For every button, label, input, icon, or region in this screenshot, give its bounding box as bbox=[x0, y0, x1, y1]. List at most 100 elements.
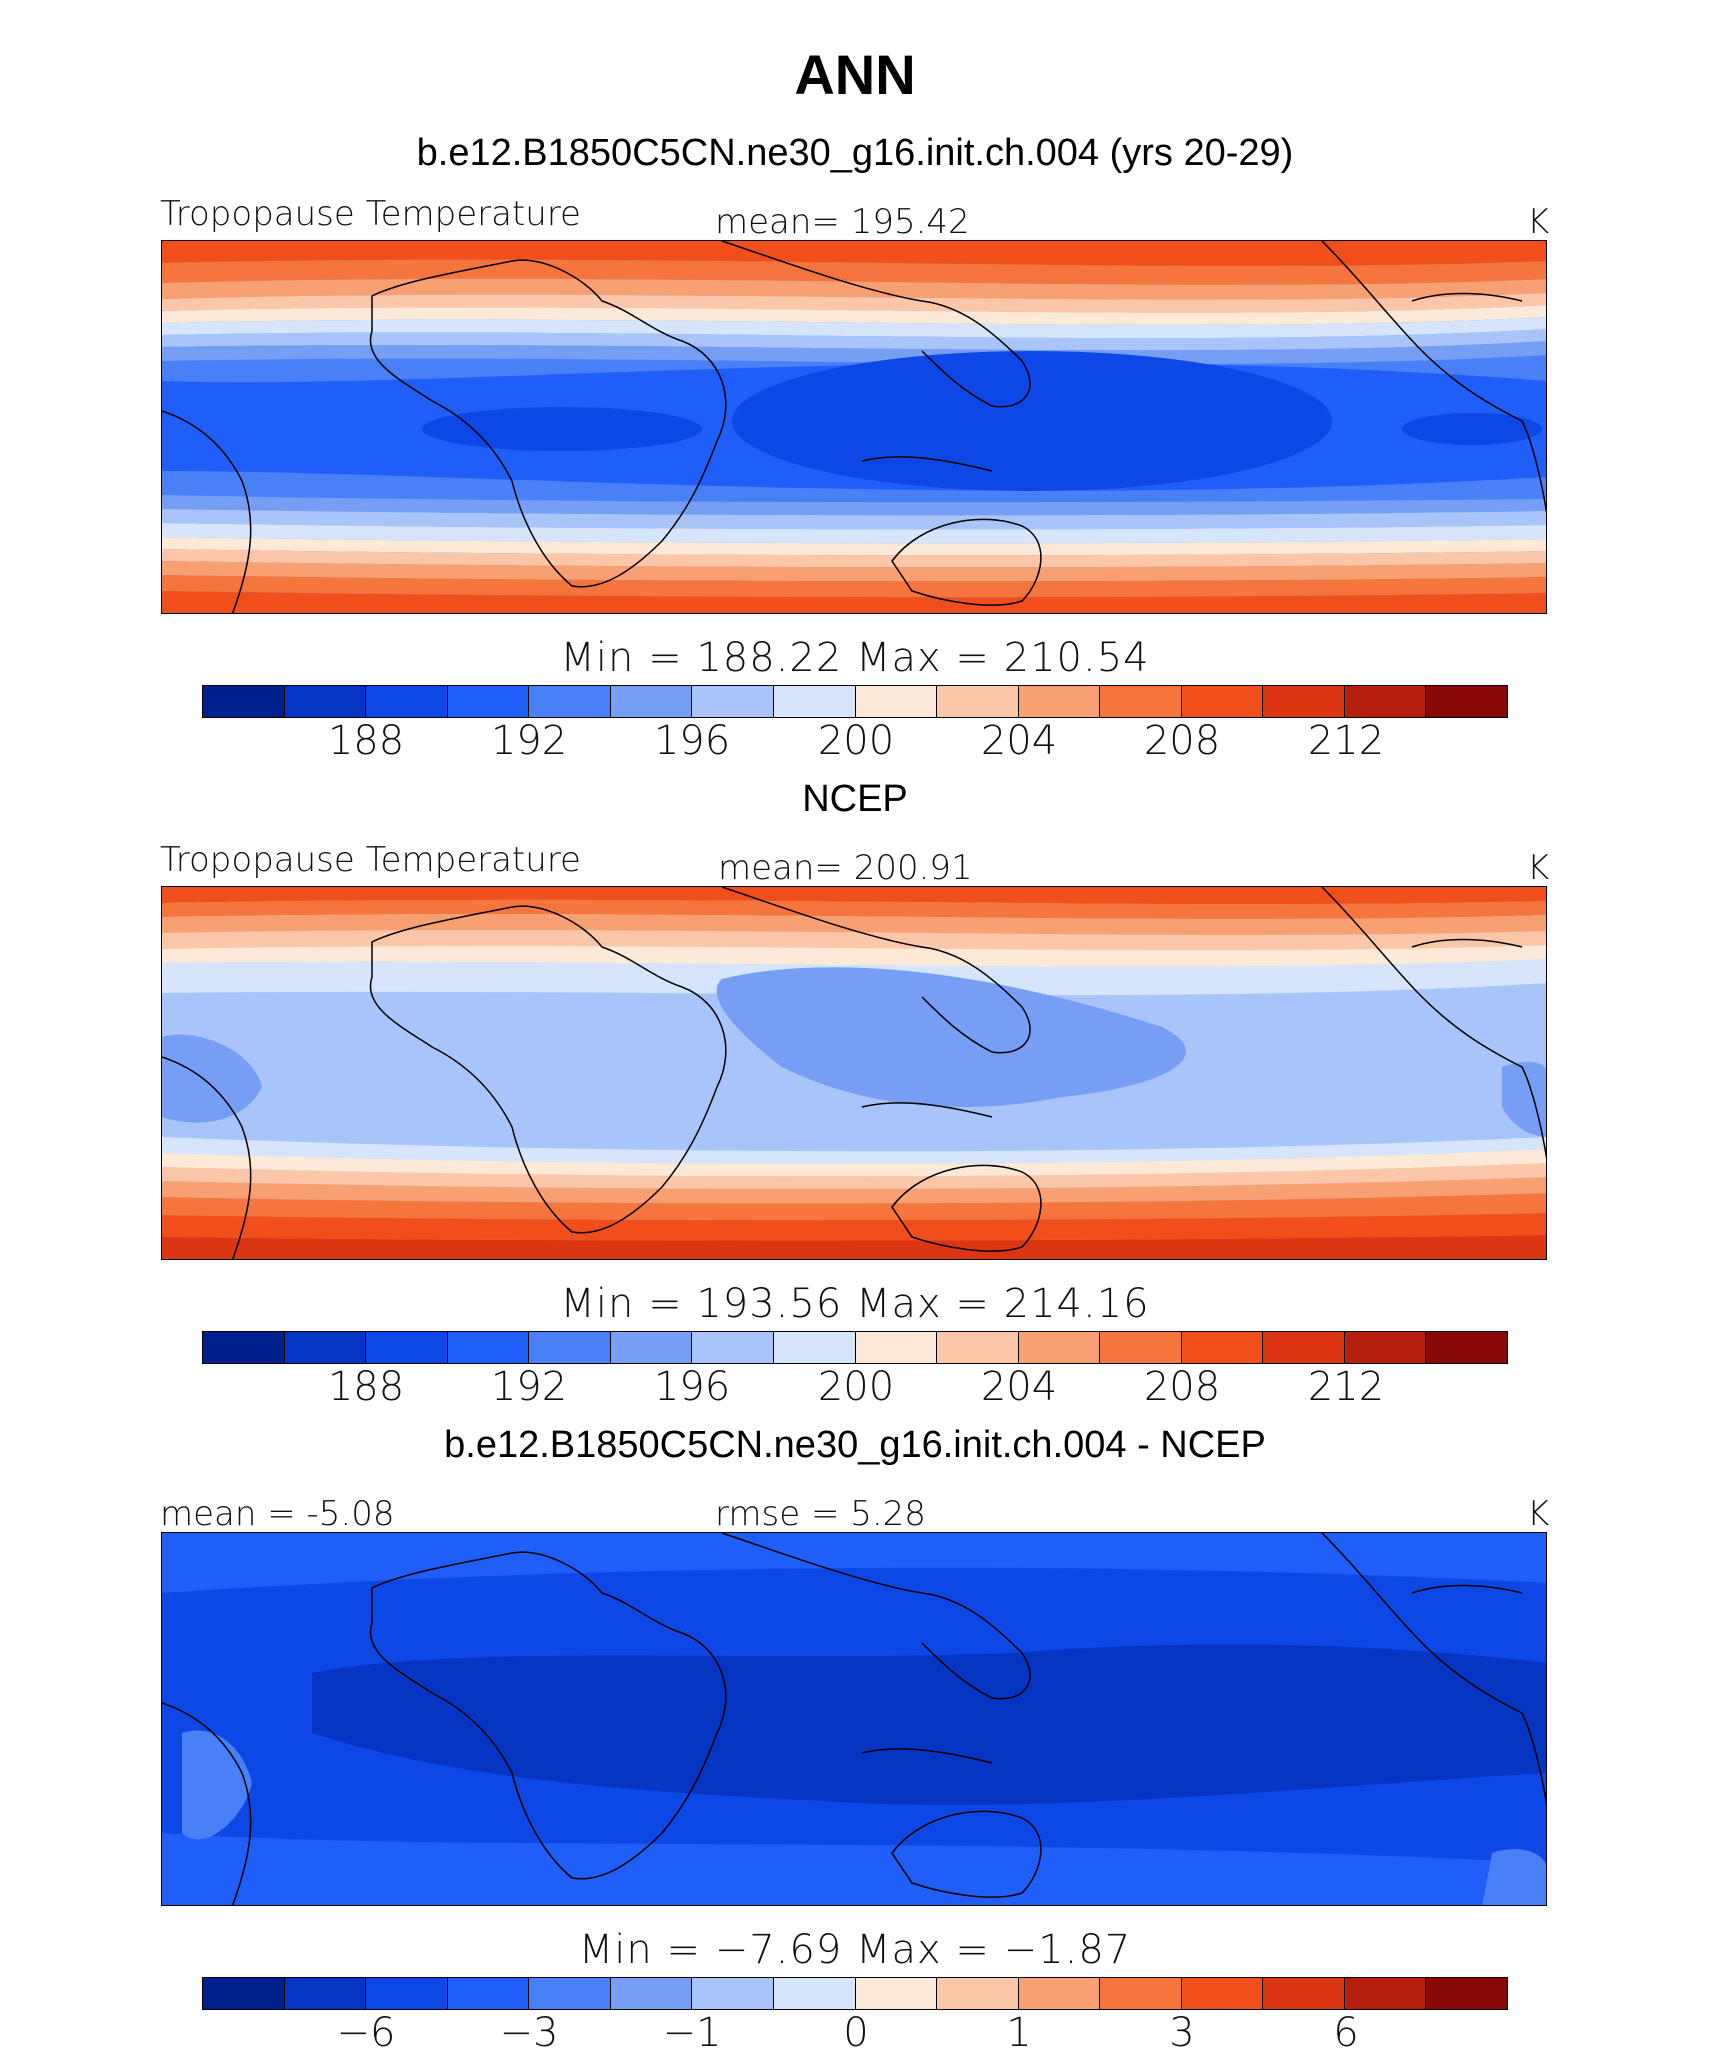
panel-2-map bbox=[161, 886, 1547, 1260]
panel-1-cold-pacific bbox=[732, 351, 1332, 491]
colorbar-swatch bbox=[1263, 1978, 1345, 2009]
colorbar-swatch bbox=[1181, 1332, 1264, 1363]
colorbar-swatch bbox=[692, 1332, 774, 1363]
colorbar-swatch bbox=[284, 1978, 367, 2009]
colorbar-swatch bbox=[773, 1978, 856, 2009]
panel-1-mean-label: mean= 195.42 bbox=[715, 202, 970, 242]
colorbar-swatch bbox=[284, 686, 367, 717]
panel-3-band-deep bbox=[312, 1644, 1546, 1806]
panel-1-band-north-1 bbox=[162, 241, 1546, 266]
colorbar-swatch bbox=[1100, 1978, 1182, 2009]
colorbar-swatch bbox=[1100, 686, 1182, 717]
panel-1-tick-label: 204 bbox=[980, 718, 1058, 764]
figure-title: ANN bbox=[794, 43, 916, 106]
colorbar-swatch bbox=[855, 1978, 938, 2009]
panel-2-colorbar bbox=[202, 1331, 1508, 1364]
panel-2-tick-label: 208 bbox=[1143, 1364, 1221, 1410]
panel-1-band-north-5 bbox=[162, 305, 1546, 325]
panel-3-coastlines bbox=[162, 1533, 1546, 1905]
colorbar-swatch bbox=[1426, 1978, 1507, 2009]
colorbar-swatch bbox=[773, 1332, 856, 1363]
panel-1-minmax: Min = 188.22 Max = 210.54 bbox=[560, 635, 1150, 681]
panel-3-tick-label: 1 bbox=[1006, 2010, 1032, 2056]
colorbar-swatch bbox=[937, 1978, 1019, 2009]
colorbar-swatch bbox=[1181, 1978, 1264, 2009]
colorbar-swatch bbox=[1018, 686, 1101, 717]
panel-3-title: b.e12.B1850C5CN.ne30_g16.init.ch.004 - N… bbox=[444, 1424, 1266, 1466]
colorbar-swatch bbox=[773, 686, 856, 717]
colorbar-swatch bbox=[1426, 686, 1507, 717]
panel-3-tick-label: −6 bbox=[336, 2010, 396, 2056]
panel-1-map bbox=[161, 240, 1547, 614]
panel-3-tick-label: 3 bbox=[1169, 2010, 1195, 2056]
colorbar-swatch bbox=[1018, 1332, 1101, 1363]
panel-1-band-north-4 bbox=[162, 293, 1546, 313]
colorbar-swatch bbox=[1344, 1332, 1427, 1363]
colorbar-swatch bbox=[610, 1332, 693, 1363]
panel-1-band-north-2 bbox=[162, 259, 1546, 285]
colorbar-swatch bbox=[610, 1978, 693, 2009]
colorbar-swatch bbox=[203, 1332, 285, 1363]
panel-1-title: b.e12.B1850C5CN.ne30_g16.init.ch.004 (yr… bbox=[416, 132, 1294, 174]
panel-3-colorbar bbox=[202, 1977, 1508, 2010]
panel-1-variable-label: Tropopause Temperature bbox=[160, 194, 581, 234]
panel-1-unit-label: K bbox=[1527, 202, 1550, 242]
panel-3-tick-label: −1 bbox=[662, 2010, 722, 2056]
panel-2-tick-label: 188 bbox=[327, 1364, 405, 1410]
colorbar-swatch bbox=[447, 686, 530, 717]
panel-3-tick-label: −3 bbox=[499, 2010, 559, 2056]
colorbar-swatch bbox=[610, 686, 693, 717]
colorbar-swatch bbox=[1181, 686, 1264, 717]
panel-2-variable-label: Tropopause Temperature bbox=[160, 840, 581, 880]
colorbar-swatch bbox=[855, 686, 938, 717]
colorbar-swatch bbox=[1344, 686, 1427, 717]
panel-1-cold-east bbox=[1402, 413, 1542, 445]
colorbar-swatch bbox=[529, 1978, 611, 2009]
colorbar-swatch bbox=[366, 1978, 448, 2009]
panel-2-tick-label: 212 bbox=[1307, 1364, 1385, 1410]
panel-2-unit-label: K bbox=[1527, 848, 1550, 888]
colorbar-swatch bbox=[855, 1332, 938, 1363]
panel-3-tick-label: 6 bbox=[1333, 2010, 1359, 2056]
panel-1-coastlines bbox=[162, 241, 1546, 613]
panel-1-cold-africa bbox=[422, 407, 702, 451]
colorbar-swatch bbox=[1263, 1332, 1345, 1363]
panel-2-tick-label: 200 bbox=[817, 1364, 895, 1410]
panel-1-tick-label: 192 bbox=[490, 718, 568, 764]
colorbar-swatch bbox=[1426, 1332, 1507, 1363]
panel-1-band-north-8 bbox=[162, 341, 1546, 365]
panel-2-cold-pacific bbox=[716, 967, 1186, 1107]
panel-1-tick-label: 196 bbox=[653, 718, 731, 764]
panel-1-band-north-7 bbox=[162, 329, 1546, 351]
colorbar-swatch bbox=[447, 1978, 530, 2009]
panel-1-tick-label: 200 bbox=[817, 718, 895, 764]
colorbar-swatch bbox=[529, 686, 611, 717]
colorbar-swatch bbox=[692, 1978, 774, 2009]
panel-1-tick-label: 208 bbox=[1143, 718, 1221, 764]
colorbar-swatch bbox=[203, 1978, 285, 2009]
panel-2-minmax: Min = 193.56 Max = 214.16 bbox=[560, 1281, 1150, 1327]
panel-2-tick-label: 204 bbox=[980, 1364, 1058, 1410]
panel-2-cold-amazon bbox=[162, 1034, 262, 1123]
panel-1-colorbar bbox=[202, 685, 1508, 718]
colorbar-swatch bbox=[366, 1332, 448, 1363]
colorbar-swatch bbox=[1263, 686, 1345, 717]
panel-3-unit-label: K bbox=[1527, 1494, 1550, 1534]
colorbar-swatch bbox=[1018, 1978, 1101, 2009]
colorbar-swatch bbox=[284, 1332, 367, 1363]
panel-1-tick-label: 212 bbox=[1307, 718, 1385, 764]
panel-1-band-north-3 bbox=[162, 278, 1546, 300]
colorbar-swatch bbox=[447, 1332, 530, 1363]
panel-1-band-north-6 bbox=[162, 317, 1546, 339]
colorbar-swatch bbox=[529, 1332, 611, 1363]
panel-2-tick-label: 192 bbox=[490, 1364, 568, 1410]
colorbar-swatch bbox=[937, 686, 1019, 717]
colorbar-swatch bbox=[366, 686, 448, 717]
panel-3-minmax: Min = −7.69 Max = −1.87 bbox=[578, 1927, 1132, 1973]
panel-2-mean-label: mean= 200.91 bbox=[718, 848, 973, 888]
panel-3-tick-label: 0 bbox=[843, 2010, 869, 2056]
colorbar-swatch bbox=[1100, 1332, 1182, 1363]
panel-2-title: NCEP bbox=[802, 778, 908, 820]
colorbar-swatch bbox=[937, 1332, 1019, 1363]
panel-2-coastlines bbox=[162, 887, 1546, 1259]
